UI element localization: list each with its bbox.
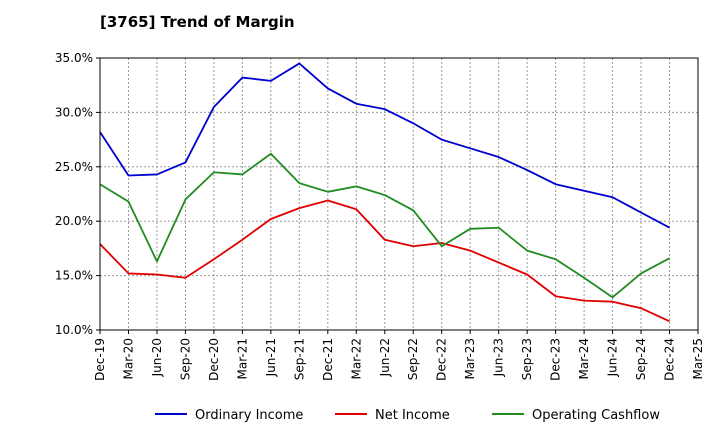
- x-tick-label: Mar-22: [349, 338, 363, 379]
- y-tick-label: 10.0%: [55, 323, 93, 337]
- y-tick-label: 20.0%: [55, 214, 93, 228]
- x-tick-label: Jun-23: [492, 338, 506, 377]
- legend-label-operating-cashflow: Operating Cashflow: [532, 408, 660, 423]
- x-tick-label: Mar-23: [463, 338, 477, 379]
- x-tick-label: Dec-23: [549, 338, 563, 381]
- x-tick-label: Mar-25: [691, 338, 705, 379]
- x-tick-label: Mar-24: [577, 338, 591, 379]
- plot-frame: [99, 57, 699, 331]
- series-line-ordinary-income: [99, 62, 670, 229]
- y-tick-label: 30.0%: [55, 105, 93, 119]
- x-tick-label: Dec-21: [321, 338, 335, 381]
- y-tick-label: 25.0%: [55, 160, 93, 174]
- x-tick-label: Dec-22: [435, 338, 449, 381]
- x-axis-ticks: Dec-19 Mar-20 Jun-20 Sep-20 Dec-20 Mar-21 Jun-…: [93, 330, 705, 381]
- y-tick-label: 15.0%: [55, 269, 93, 283]
- x-tick-label: Sep-21: [292, 338, 306, 380]
- legend: Ordinary Income Net Income Operating Cashf…: [155, 408, 660, 423]
- x-tick-label: Jun-21: [264, 338, 278, 377]
- x-tick-label: Dec-20: [207, 338, 221, 381]
- x-tick-label: Mar-20: [121, 338, 135, 379]
- grid-lines: [100, 58, 698, 330]
- x-tick-label: Sep-23: [520, 338, 534, 380]
- x-tick-label: Jun-20: [150, 338, 164, 377]
- series-lines: [99, 62, 670, 323]
- series-line-operating-cashflow: [99, 152, 670, 299]
- x-tick-label: Sep-24: [634, 338, 648, 380]
- x-tick-label: Sep-20: [178, 338, 192, 380]
- legend-label-net-income: Net Income: [375, 408, 450, 423]
- legend-label-ordinary-income: Ordinary Income: [195, 408, 303, 423]
- x-tick-label: Dec-19: [93, 338, 107, 381]
- y-axis-ticks: 10.0% 15.0% 20.0% 25.0% 30.0% 35.0%: [55, 51, 100, 337]
- x-tick-label: Jun-22: [378, 338, 392, 377]
- x-tick-label: Dec-24: [663, 338, 677, 381]
- x-tick-label: Jun-24: [606, 338, 620, 377]
- x-tick-label: Mar-21: [235, 338, 249, 379]
- x-tick-label: Sep-22: [406, 338, 420, 380]
- series-line-net-income: [99, 199, 670, 323]
- chart-title: [3765] Trend of Margin: [100, 13, 295, 31]
- y-tick-label: 35.0%: [55, 51, 93, 65]
